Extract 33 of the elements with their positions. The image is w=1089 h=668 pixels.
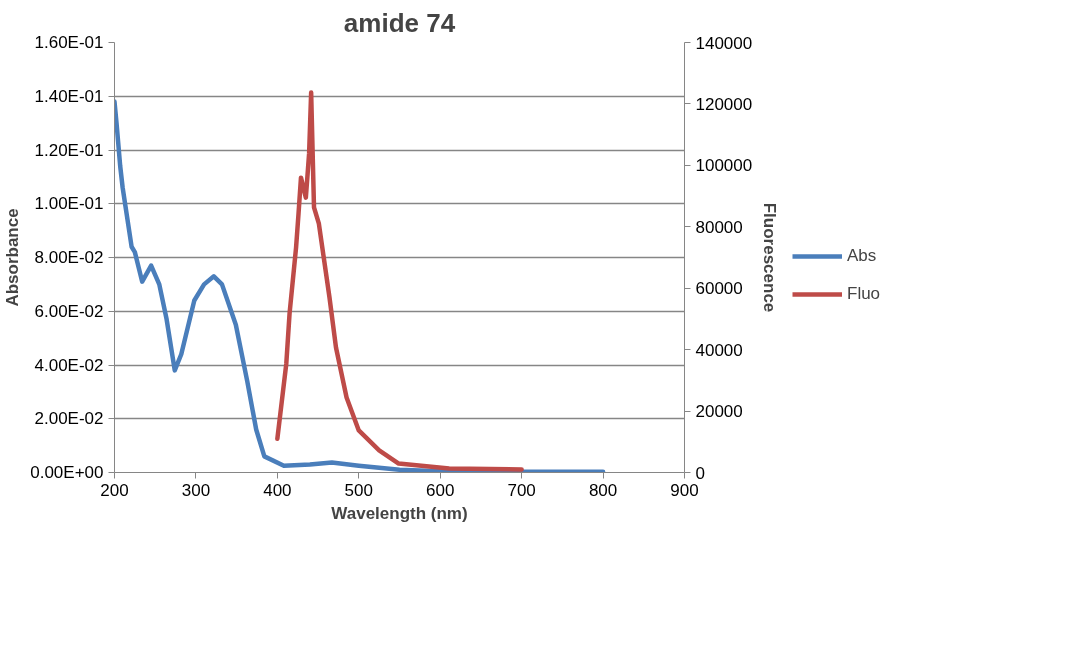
y2-tick-label: 120000 [695, 94, 753, 114]
y-tick-label: 1.40E-01 [34, 86, 104, 106]
y-tick-label: 6.00E-02 [34, 301, 104, 321]
x-tick-label: 700 [507, 480, 536, 500]
x-tick-label: 600 [426, 480, 455, 500]
x-tick-label: 200 [100, 480, 129, 500]
y2-tick-label: 40000 [695, 340, 743, 360]
y2-tick-label: 20000 [695, 402, 743, 422]
y2-tick-label: 60000 [695, 279, 743, 299]
x-tick-label: 400 [263, 480, 292, 500]
line-series [114, 99, 606, 473]
x-tick-label: 300 [181, 480, 211, 500]
y2-axis-title: Fluorescence [760, 202, 780, 313]
chart-title: amide 74 [343, 7, 456, 38]
x-tick-label: 900 [670, 480, 699, 500]
x-tick-label: 800 [588, 480, 618, 500]
x-axis-title: Wavelength (nm) [331, 503, 468, 523]
y-axis-title: Absorbance [3, 208, 23, 307]
y-tick-label: 8.00E-02 [34, 248, 104, 267]
legend-label: Abs [847, 245, 877, 266]
y2-tick-label: 140000 [695, 33, 753, 53]
y-tick-label: 1.00E-01 [34, 194, 104, 214]
y2-tick-label: 0 [695, 463, 705, 483]
line-series [275, 90, 524, 472]
y-tick-label: 4.00E-02 [34, 355, 104, 375]
x-tick-label: 500 [344, 480, 373, 500]
y2-tick-label: 80000 [695, 217, 743, 237]
y-tick-label: 1.60E-01 [34, 33, 104, 52]
y-tick-label: 2.00E-02 [34, 409, 104, 429]
y-tick-label: 1.20E-01 [34, 140, 104, 160]
y2-tick-label: 100000 [695, 156, 753, 176]
legend-label: Fluo [847, 283, 881, 304]
y-tick-label: 0.00E+00 [30, 463, 104, 482]
